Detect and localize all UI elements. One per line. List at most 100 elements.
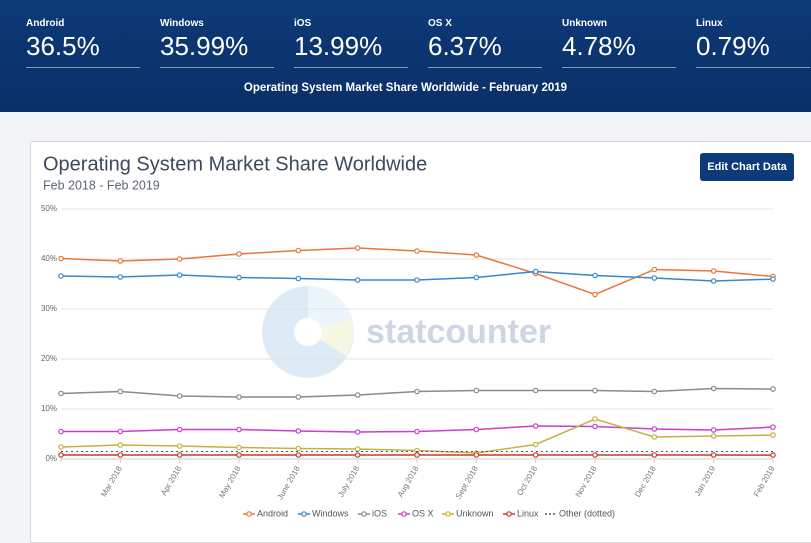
data-point	[59, 429, 63, 433]
legend-item: Windows	[298, 508, 349, 518]
legend-marker	[402, 512, 406, 516]
data-point	[593, 273, 597, 277]
data-point	[652, 453, 656, 457]
watermark-text: statcounter	[366, 313, 551, 351]
legend-item: Other (dotted)	[545, 508, 615, 518]
data-point	[711, 434, 715, 438]
data-point	[59, 445, 63, 449]
x-tick-label: Oct 2018	[515, 464, 539, 497]
x-tick-label: Jan 2019	[693, 464, 718, 497]
legend-label: Linux	[517, 508, 539, 518]
legend-label: Android	[257, 508, 288, 518]
data-point	[474, 253, 478, 257]
data-point	[652, 276, 656, 280]
legend-item: iOS	[358, 508, 387, 518]
data-point	[593, 453, 597, 457]
data-point	[771, 433, 775, 437]
legend-label: iOS	[372, 508, 387, 518]
data-point	[296, 276, 300, 280]
y-tick-label: 30%	[41, 304, 57, 313]
y-tick-label: 10%	[41, 404, 57, 413]
data-point	[177, 257, 181, 261]
data-point	[771, 425, 775, 429]
data-point	[355, 246, 359, 250]
data-point	[711, 453, 715, 457]
data-point	[59, 391, 63, 395]
data-point	[177, 427, 181, 431]
data-point	[237, 275, 241, 279]
legend-label: OS X	[412, 508, 434, 518]
data-point	[771, 453, 775, 457]
data-point	[652, 267, 656, 271]
data-point	[415, 278, 419, 282]
legend-label: Unknown	[456, 508, 494, 518]
data-point	[118, 453, 122, 457]
data-point	[237, 395, 241, 399]
legend-item: Unknown	[442, 508, 494, 518]
legend-item: Linux	[503, 508, 539, 518]
data-point	[355, 393, 359, 397]
data-point	[296, 429, 300, 433]
x-tick-label: Dec 2018	[633, 464, 658, 499]
data-point	[118, 275, 122, 279]
x-tick-label: Feb 2019	[752, 464, 777, 498]
data-point	[771, 277, 775, 281]
data-point	[474, 427, 478, 431]
data-point	[711, 428, 715, 432]
data-point	[593, 417, 597, 421]
y-tick-label: 0%	[45, 454, 57, 463]
data-point	[118, 429, 122, 433]
data-point	[593, 424, 597, 428]
data-point	[355, 278, 359, 282]
data-point	[474, 453, 478, 457]
data-point	[296, 453, 300, 457]
data-point	[593, 292, 597, 296]
data-point	[237, 453, 241, 457]
legend-marker	[247, 512, 251, 516]
y-tick-label: 50%	[41, 204, 57, 213]
data-point	[355, 447, 359, 451]
data-point	[59, 256, 63, 260]
data-point	[711, 279, 715, 283]
data-point	[652, 427, 656, 431]
data-point	[177, 453, 181, 457]
data-point	[118, 443, 122, 447]
data-point	[771, 387, 775, 391]
legend-marker	[362, 512, 366, 516]
watermark-logo	[294, 318, 322, 346]
x-tick-label: Apr 2018	[159, 464, 183, 497]
series-line	[61, 248, 773, 295]
data-point	[415, 429, 419, 433]
data-point	[533, 453, 537, 457]
data-point	[355, 453, 359, 457]
x-tick-label: Sept 2018	[454, 464, 480, 501]
data-point	[237, 445, 241, 449]
edit-chart-data-button[interactable]: Edit Chart Data	[700, 153, 794, 181]
data-point	[118, 389, 122, 393]
data-point	[415, 249, 419, 253]
data-point	[59, 274, 63, 278]
data-point	[296, 395, 300, 399]
x-tick-label: July 2018	[336, 464, 361, 499]
data-point	[415, 453, 419, 457]
chart-subtitle: Feb 2018 - Feb 2019	[43, 178, 160, 192]
data-point	[652, 389, 656, 393]
data-point	[296, 248, 300, 252]
data-point	[474, 388, 478, 392]
x-tick-label: Aug 2018	[396, 464, 421, 499]
data-point	[533, 442, 537, 446]
data-point	[237, 252, 241, 256]
x-tick-label: June 2018	[275, 464, 302, 501]
data-point	[415, 448, 419, 452]
legend-marker	[446, 512, 450, 516]
legend-label: Windows	[312, 508, 349, 518]
data-point	[415, 389, 419, 393]
y-tick-label: 40%	[41, 254, 57, 263]
data-point	[177, 273, 181, 277]
legend-item: OS X	[398, 508, 434, 518]
data-point	[177, 444, 181, 448]
data-point	[593, 388, 597, 392]
data-point	[118, 259, 122, 263]
